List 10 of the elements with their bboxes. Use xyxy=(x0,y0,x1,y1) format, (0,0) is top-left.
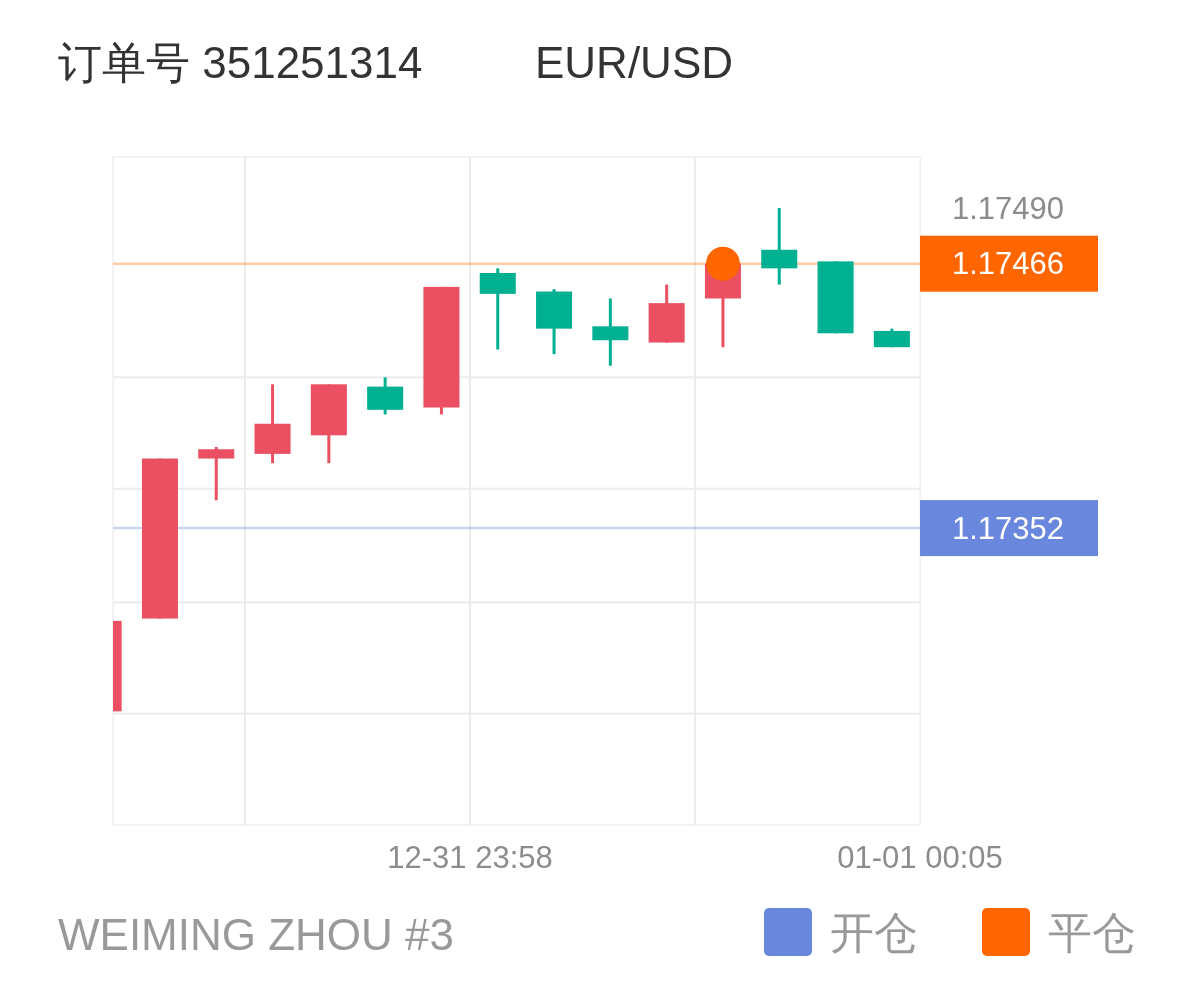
text: 12-31 23:58 xyxy=(387,839,553,875)
text: WEIMING ZHOU #3 xyxy=(58,909,455,959)
chart-title: 订单号 351251314 xyxy=(58,38,423,87)
chart-subtitle: EUR/USD xyxy=(535,38,734,87)
y-tick-label: 1.17352 xyxy=(951,510,1065,546)
text: 01-01 00:05 xyxy=(837,839,1003,875)
legend-label: 平仓 xyxy=(1048,907,1136,957)
y-tick-label: 1.17490 xyxy=(951,190,1065,226)
legend-label: 开仓 xyxy=(830,907,918,957)
y-tick-label: 1.17466 xyxy=(951,246,1065,282)
